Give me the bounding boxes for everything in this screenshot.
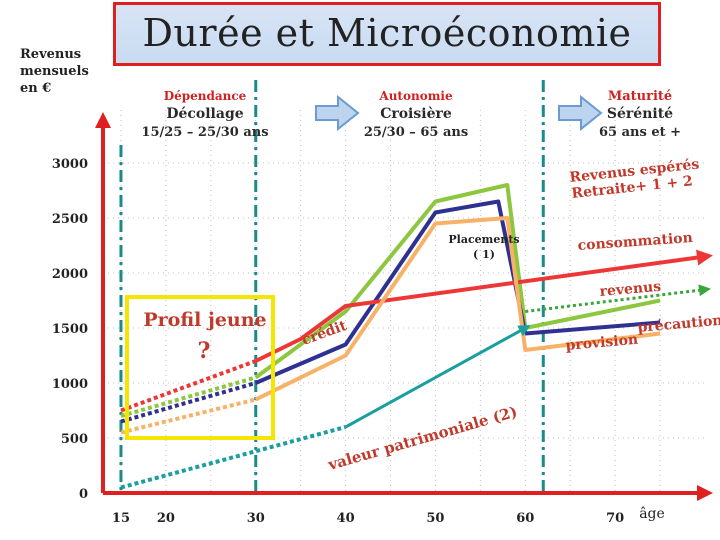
profile-callout-title: Profil jeune [143, 309, 266, 331]
series-dashed-3 [120, 359, 257, 413]
profile-callout-question: ? [198, 338, 211, 364]
phase-arrow-2 [558, 94, 603, 132]
slide-title: Durée et Microéconomie [142, 11, 632, 55]
phase-1-line-2: Décollage [166, 106, 243, 122]
axes: 0 500 1000 1500 2000 2500 3000 15 20 30 40 50 60 70 âg… [20, 47, 713, 526]
series-line-1 [254, 183, 661, 380]
phase-3-line-3: 65 ans et + [599, 125, 681, 140]
series-dashed-1 [120, 375, 257, 418]
phase-arrow-2-shape [558, 94, 603, 132]
phase-2-line-3: 25/30 – 65 ans [364, 125, 468, 140]
y-tick-label: 0 [79, 487, 88, 502]
labels-layer: Dépendance Décollage 15/25 – 25/30 ans Auto… [125, 89, 720, 475]
x-tick-label: 40 [337, 511, 355, 526]
phase-1-line-1: Dépendance [164, 89, 247, 103]
phase-2-line-2: Croisière [380, 106, 452, 122]
annotation-4: ( 1) [473, 248, 495, 261]
x-tick-label: 70 [606, 511, 624, 526]
y-axis-label: mensuels [20, 64, 89, 79]
y-tick-label: 2000 [52, 267, 88, 282]
y-tick-label: 500 [61, 432, 88, 447]
y-tick-label: 1000 [52, 377, 88, 392]
annotation-5: consommation [577, 230, 693, 254]
expected-income-line [525, 284, 711, 313]
y-tick-label: 3000 [52, 157, 88, 172]
series-line-3 [254, 249, 713, 363]
series-layer [120, 183, 713, 490]
x-tick-label: 50 [426, 511, 444, 526]
y-tick-label: 2500 [52, 212, 88, 227]
phase-1-line-3: 15/25 – 25/30 ans [141, 125, 268, 140]
phase-dividers [119, 80, 545, 493]
y-axis-label: en € [20, 81, 51, 96]
series-dashed-2 [120, 381, 257, 424]
phase-3-line-1: Maturité [608, 89, 672, 104]
grid [103, 110, 705, 494]
x-axis-label: âge [639, 506, 665, 522]
x-tick-label: 15 [112, 511, 130, 526]
series-dashed-5 [120, 425, 347, 490]
y-axis-label: Revenus [20, 47, 81, 62]
series-line-2 [254, 199, 661, 385]
annotation-8: précaution [637, 313, 720, 336]
x-tick-label: 30 [247, 511, 265, 526]
phase-3-line-2: Sérénité [607, 106, 673, 122]
annotation-3: Placements [448, 233, 519, 246]
phase-2-line-1: Autonomie [378, 89, 453, 103]
series-line-4 [254, 216, 661, 402]
annotation-6: revenus [599, 279, 662, 300]
series-dashed-4 [120, 397, 257, 435]
x-tick-label: 60 [516, 511, 534, 526]
title-banner: Durée et Microéconomie [113, 2, 661, 66]
annotation-9: provision [565, 332, 639, 354]
series-line-5 [344, 325, 531, 429]
annotation-10: valeur patrimoniale (2) [325, 403, 519, 475]
phase-arrow-1 [315, 94, 360, 132]
phase-arrow-1-shape [315, 94, 360, 132]
y-tick-label: 1500 [52, 322, 88, 337]
x-tick-label: 20 [157, 511, 175, 526]
profile-callout-box [125, 295, 275, 440]
